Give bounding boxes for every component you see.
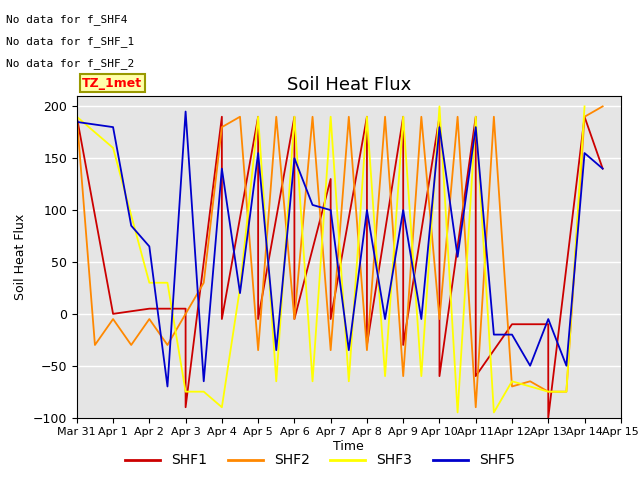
Text: No data for f_SHF4: No data for f_SHF4 bbox=[6, 14, 128, 25]
Text: No data for f_SHF_2: No data for f_SHF_2 bbox=[6, 58, 134, 69]
X-axis label: Time: Time bbox=[333, 440, 364, 453]
Text: No data for f_SHF_1: No data for f_SHF_1 bbox=[6, 36, 134, 47]
Text: TZ_1met: TZ_1met bbox=[82, 77, 142, 90]
Title: Soil Heat Flux: Soil Heat Flux bbox=[287, 76, 411, 95]
Y-axis label: Soil Heat Flux: Soil Heat Flux bbox=[14, 214, 27, 300]
Legend: SHF1, SHF2, SHF3, SHF5: SHF1, SHF2, SHF3, SHF5 bbox=[120, 448, 520, 473]
